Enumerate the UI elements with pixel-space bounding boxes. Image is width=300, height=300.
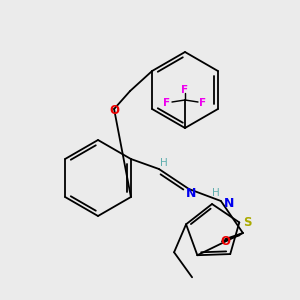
Text: O: O bbox=[220, 235, 230, 248]
Text: S: S bbox=[243, 216, 252, 229]
Text: N: N bbox=[224, 197, 234, 211]
Text: O: O bbox=[109, 104, 119, 118]
Text: F: F bbox=[182, 85, 189, 95]
Text: H: H bbox=[212, 188, 220, 198]
Text: F: F bbox=[164, 98, 171, 108]
Text: F: F bbox=[200, 98, 207, 108]
Text: H: H bbox=[160, 158, 168, 168]
Text: N: N bbox=[186, 188, 196, 200]
